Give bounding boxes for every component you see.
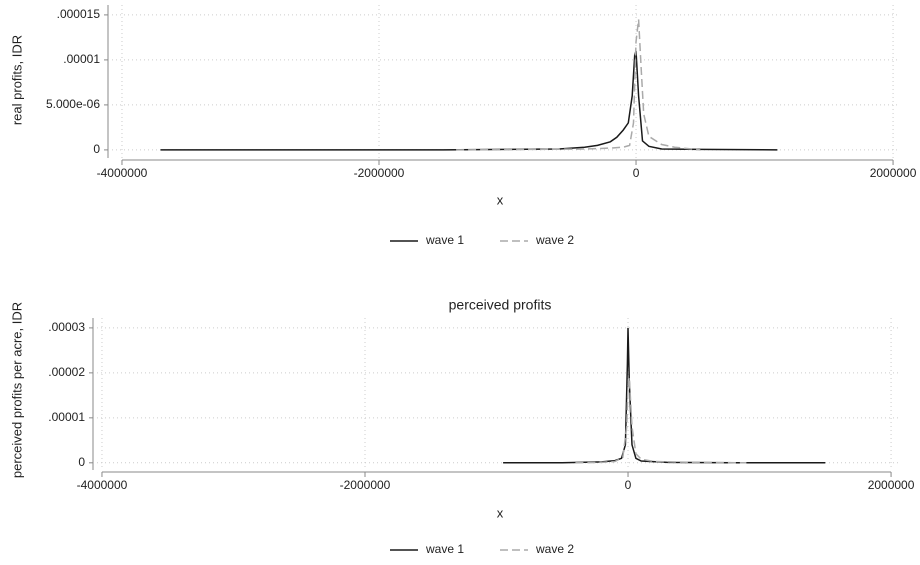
series-line [503, 327, 826, 464]
legend-label: wave 1 [425, 542, 464, 556]
chart-title: perceived profits [449, 297, 552, 313]
y-tick-label: .000015 [57, 7, 101, 21]
series-line [456, 19, 701, 151]
x-tick-label: -4000000 [77, 478, 128, 492]
legend-label: wave 2 [535, 542, 574, 556]
y-tick-label: 0 [78, 455, 85, 469]
x-tick-label: 2000000 [868, 478, 915, 492]
x-axis-label: x [497, 192, 504, 207]
y-tick-label: .00001 [63, 52, 100, 66]
x-tick-label: -2000000 [354, 166, 405, 180]
y-tick-label: .00003 [48, 320, 85, 334]
series-line [575, 377, 747, 464]
x-tick-label: 0 [633, 166, 640, 180]
x-tick-label: -4000000 [97, 166, 148, 180]
x-tick-label: 0 [625, 478, 632, 492]
legend-label: wave 2 [535, 233, 574, 247]
y-tick-label: 5.000e-06 [46, 97, 100, 111]
y-tick-label: .00001 [48, 410, 85, 424]
legend-label: wave 1 [425, 233, 464, 247]
series-line [160, 50, 778, 151]
y-tick-label: 0 [93, 142, 100, 156]
y-tick-label: .00002 [48, 365, 85, 379]
x-tick-label: -2000000 [340, 478, 391, 492]
x-axis-label: x [497, 505, 504, 520]
y-axis-label: perceived profits per acre, IDR [9, 302, 24, 478]
x-tick-label: 2000000 [870, 166, 917, 180]
y-axis-label: real profits, IDR [9, 35, 24, 125]
